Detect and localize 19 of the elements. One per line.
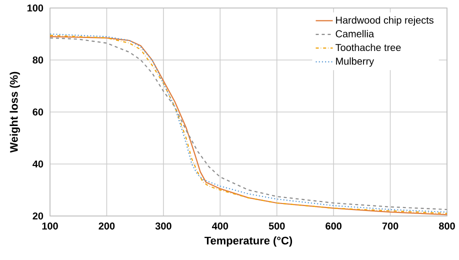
legend-label: Camellia bbox=[336, 30, 374, 38]
x-tick-label: 100 bbox=[42, 222, 58, 230]
y-tick-label: 20 bbox=[32, 212, 44, 220]
y-tick-label: 40 bbox=[32, 160, 44, 168]
x-tick-label: 400 bbox=[212, 222, 228, 230]
legend-label: Hardwood chip rejects bbox=[336, 16, 434, 26]
y-axis-title: Weight loss (%) bbox=[10, 72, 20, 153]
y-tick-label: 80 bbox=[32, 56, 44, 64]
y-tick-label: 100 bbox=[27, 4, 44, 12]
x-tick-label: 200 bbox=[98, 222, 115, 230]
y-tick-label: 60 bbox=[32, 108, 44, 116]
legend-label: Toothache tree bbox=[336, 44, 401, 52]
x-tick-label: 300 bbox=[155, 222, 172, 230]
x-axis-title: Temperature (°C) bbox=[204, 236, 292, 247]
x-tick-label: 500 bbox=[268, 222, 285, 230]
x-tick-label: 800 bbox=[439, 222, 455, 230]
x-tick-label: 700 bbox=[382, 222, 398, 230]
legend-label: Mulberry bbox=[336, 57, 374, 67]
x-tick-label: 600 bbox=[326, 222, 342, 230]
